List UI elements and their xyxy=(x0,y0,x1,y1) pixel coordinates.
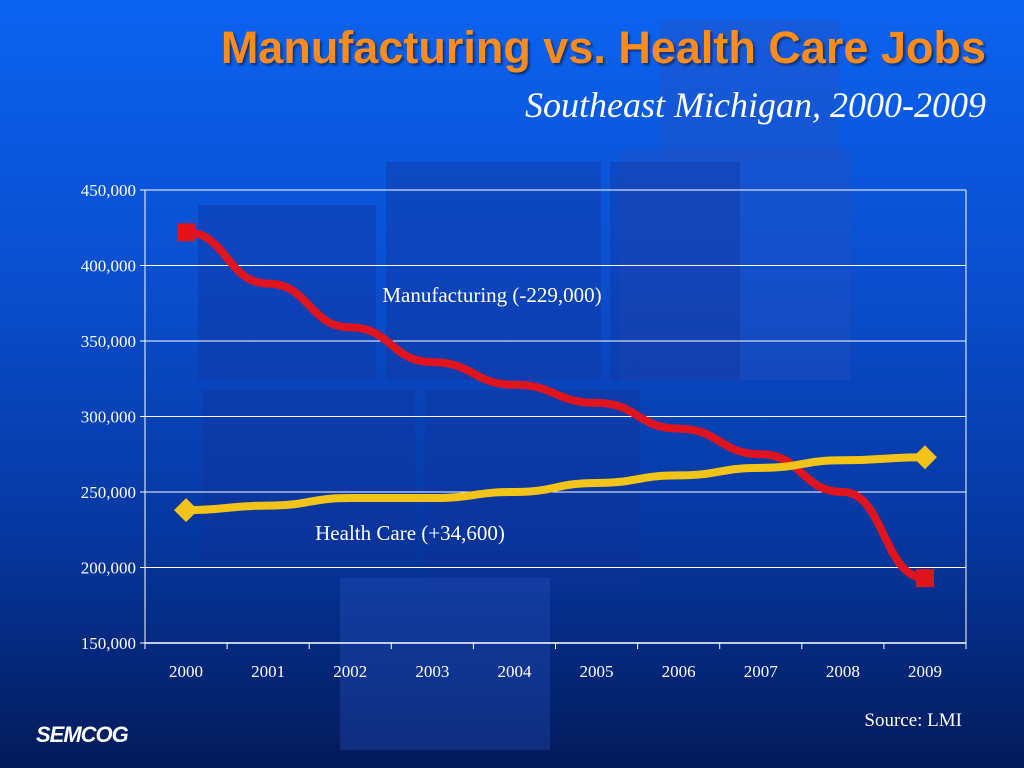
y-tick-label: 400,000 xyxy=(81,257,136,276)
health-care-point-marker xyxy=(912,445,937,470)
x-tick-label: 2003 xyxy=(415,662,449,681)
y-tick-label: 200,000 xyxy=(81,559,136,578)
manufacturing-point-marker xyxy=(177,223,196,242)
health-care-series-line xyxy=(182,453,929,515)
x-tick-label: 2001 xyxy=(251,662,285,681)
x-tick-label: 2002 xyxy=(333,662,367,681)
y-tick-label: 450,000 xyxy=(81,181,136,200)
manufacturing-annotation: Manufacturing (-229,000) xyxy=(382,283,601,307)
manufacturing-point-marker xyxy=(915,569,934,588)
slide-subtitle: Southeast Michigan, 2000-2009 xyxy=(525,85,986,125)
y-tick-label: 150,000 xyxy=(81,634,136,653)
x-tick-label: 2009 xyxy=(908,662,942,681)
slide-title: Manufacturing vs. Health Care Jobs xyxy=(220,22,986,73)
map-county-block xyxy=(198,205,376,380)
x-tick-label: 2006 xyxy=(662,662,696,681)
map-county-block xyxy=(610,162,740,380)
y-tick-label: 350,000 xyxy=(81,332,136,351)
map-county-block xyxy=(203,390,415,560)
map-background-shape xyxy=(660,20,840,160)
y-tick-label: 250,000 xyxy=(81,483,136,502)
map-background-shape xyxy=(340,578,550,750)
semcog-logo: SEMCOG xyxy=(36,722,129,747)
x-tick-label: 2000 xyxy=(169,662,203,681)
health-care-annotation: Health Care (+34,600) xyxy=(315,521,505,545)
x-tick-label: 2008 xyxy=(826,662,860,681)
x-tick-label: 2004 xyxy=(497,662,532,681)
source-note: Source: LMI xyxy=(864,710,962,731)
x-tick-label: 2005 xyxy=(580,662,614,681)
health-care-point-marker xyxy=(174,498,199,523)
manufacturing-series-line xyxy=(182,228,929,583)
y-tick-label: 300,000 xyxy=(81,408,136,427)
x-tick-label: 2007 xyxy=(744,662,779,681)
map-county-block xyxy=(386,162,601,380)
